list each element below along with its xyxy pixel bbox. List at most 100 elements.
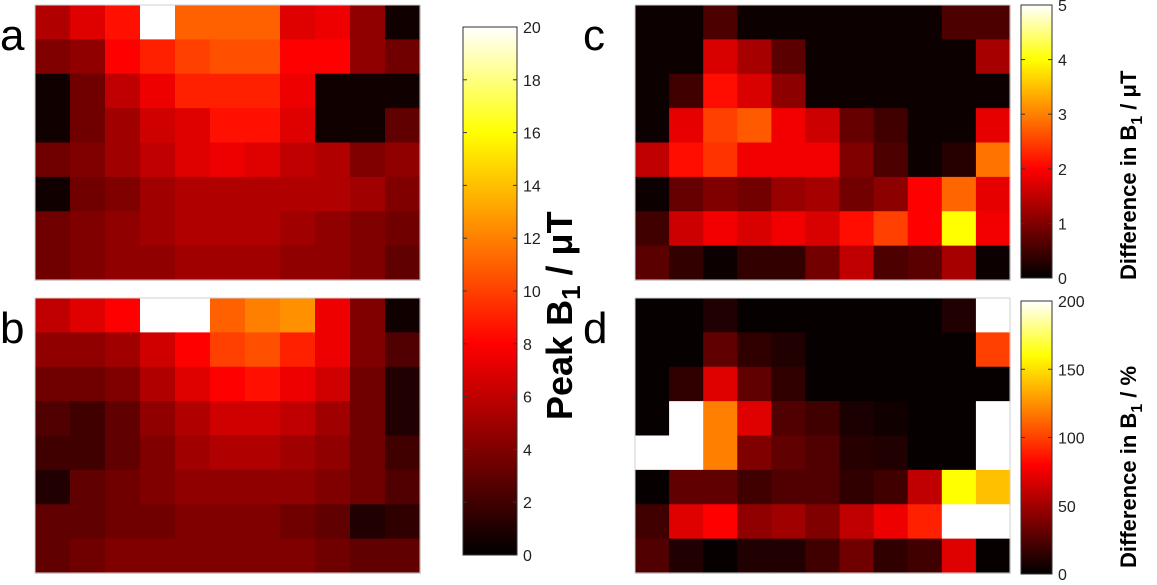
heatmap-cell [210, 332, 246, 368]
heatmap-cell [210, 108, 246, 144]
heatmap-cell [70, 5, 106, 40]
heatmap-cell [315, 538, 351, 574]
heatmap-cell [140, 245, 176, 281]
heatmap-cell [669, 108, 704, 144]
colorbar-tick-label: 5 [1058, 0, 1067, 15]
heatmap-cell [35, 504, 71, 540]
heatmap-cell [873, 39, 909, 75]
heatmap-cell [175, 469, 211, 505]
heatmap-cell [140, 39, 176, 75]
heatmap-cell [385, 401, 421, 437]
heatmap-cell [70, 245, 106, 281]
heatmap-cell [839, 108, 875, 144]
heatmap-cell [280, 142, 316, 178]
colorbar-tick-label: 10 [523, 284, 541, 301]
heatmap-cell [175, 5, 211, 40]
heatmap-cell [635, 73, 670, 109]
heatmap-cell [315, 245, 351, 281]
heatmap-cell [175, 39, 211, 75]
heatmap-cell [315, 332, 351, 368]
heatmap-cell [975, 366, 1011, 402]
heatmap-cell [175, 245, 211, 281]
heatmap-cell [140, 176, 176, 212]
heatmap-c [634, 4, 1011, 281]
heatmap-cell [975, 176, 1011, 212]
colorbar-tick-label: 4 [1058, 53, 1067, 70]
panel-label-d: d [583, 304, 607, 353]
heatmap-cell [105, 5, 141, 40]
heatmap-cell [280, 401, 316, 437]
colorbar-tick-label: 12 [523, 231, 541, 248]
heatmap-cell [210, 504, 246, 540]
heatmap-cell [907, 5, 943, 40]
heatmap-cell [385, 73, 421, 109]
heatmap-cell [385, 366, 421, 402]
heatmap-a [34, 4, 421, 281]
heatmap-cell [140, 538, 176, 574]
heatmap-cell [70, 211, 106, 247]
heatmap-cell [873, 469, 909, 505]
colorbar-tick-label: 200 [1058, 294, 1085, 311]
heatmap-cell [839, 435, 875, 471]
heatmap-cell [805, 538, 841, 574]
colorbar-tick-label: 0 [523, 548, 532, 565]
colorbar-d: 0 50 100 150 200 [1020, 294, 1085, 584]
heatmap-cell [280, 332, 316, 368]
heatmap-cell [975, 538, 1011, 574]
heatmap-cell [105, 142, 141, 178]
heatmap-cell [350, 245, 386, 281]
colorbar-tick-label: 150 [1058, 362, 1085, 379]
heatmap-cell [35, 435, 71, 471]
heatmap-cell [975, 142, 1011, 178]
heatmap-cell [385, 211, 421, 247]
heatmap-cell [737, 435, 772, 471]
heatmap-cell [839, 366, 875, 402]
heatmap-cell [941, 108, 977, 144]
colorbar-tick-label: 2 [1058, 162, 1067, 179]
heatmap-cell [385, 245, 421, 281]
heatmap-cell [635, 504, 670, 540]
heatmap-cell [907, 142, 943, 178]
heatmap-cell [350, 108, 386, 144]
heatmap-cell [839, 73, 875, 109]
colorbar-label-difference-percent: Difference in B1 / % [1116, 366, 1146, 568]
heatmap-cell [805, 39, 841, 75]
heatmap-cell [350, 142, 386, 178]
heatmap-cell [975, 435, 1011, 471]
heatmap-cell [669, 211, 704, 247]
heatmap-cell [105, 108, 141, 144]
heatmap-cell [839, 39, 875, 75]
heatmap-cell [70, 142, 106, 178]
colorbar-tick-label: 6 [523, 390, 532, 407]
heatmap-frame [34, 297, 421, 574]
heatmap-cell [839, 142, 875, 178]
colorbar-tick-label: 4 [523, 442, 532, 459]
heatmap-cell [315, 108, 351, 144]
colorbar-tick-label: 0 [1058, 567, 1067, 584]
heatmap-cell [907, 298, 943, 333]
heatmap-cell [245, 211, 281, 247]
colorbar-tick-label: 20 [523, 20, 541, 37]
heatmap-cell [805, 176, 841, 212]
heatmap-cell [975, 469, 1011, 505]
heatmap-cell [669, 73, 704, 109]
heatmap-cell [703, 5, 738, 40]
heatmap-cell [280, 366, 316, 402]
heatmap-cell [70, 401, 106, 437]
heatmap-cell [210, 538, 246, 574]
heatmap-cell [105, 298, 141, 333]
heatmap-cell [140, 504, 176, 540]
heatmap-cell [941, 211, 977, 247]
heatmap-cell [737, 108, 772, 144]
heatmap-cell [941, 366, 977, 402]
heatmap-cell [350, 366, 386, 402]
colorbar-tick-label: 0 [1058, 271, 1067, 288]
heatmap-cell [941, 504, 977, 540]
heatmap-cell [35, 332, 71, 368]
colorbar-tick-label: 16 [523, 126, 541, 143]
heatmap-cell [175, 332, 211, 368]
heatmap-cell [280, 39, 316, 75]
heatmap-cell [669, 5, 704, 40]
heatmap-cell [805, 332, 841, 368]
